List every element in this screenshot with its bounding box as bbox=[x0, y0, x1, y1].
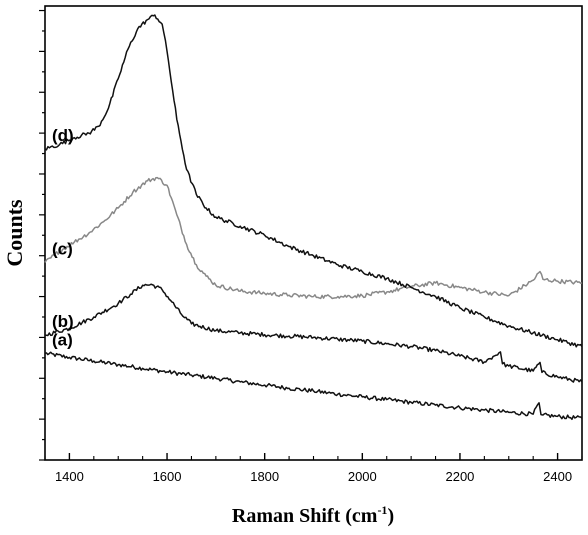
series-layer: (a)(b) (c) (d) bbox=[44, 14, 583, 421]
x-tick-label: 2200 bbox=[445, 469, 474, 484]
x-tick-label: 1600 bbox=[153, 469, 182, 484]
series-label-a: (a) bbox=[52, 330, 73, 349]
x-axis-title: Raman Shift (cm-1) bbox=[232, 503, 394, 527]
series-line-b bbox=[44, 283, 583, 383]
x-tick-label: 2000 bbox=[348, 469, 377, 484]
y-axis-title: Counts bbox=[2, 199, 27, 267]
series-label-d: (d) bbox=[52, 126, 74, 145]
series-line-d bbox=[44, 14, 583, 348]
series-label-c: (c) bbox=[52, 240, 73, 259]
series-line-c bbox=[44, 176, 583, 300]
x-tick-label: 1800 bbox=[250, 469, 279, 484]
series-label-b: (b) bbox=[52, 312, 74, 331]
y-axis-ticks bbox=[39, 9, 45, 461]
x-tick-label: 1400 bbox=[55, 469, 84, 484]
x-axis-ticks: 1400 1600 1800 2000 2200 2400 bbox=[44, 453, 583, 484]
series-line-a bbox=[44, 351, 583, 421]
plot-frame bbox=[44, 5, 583, 461]
x-tick-label: 2400 bbox=[543, 469, 572, 484]
